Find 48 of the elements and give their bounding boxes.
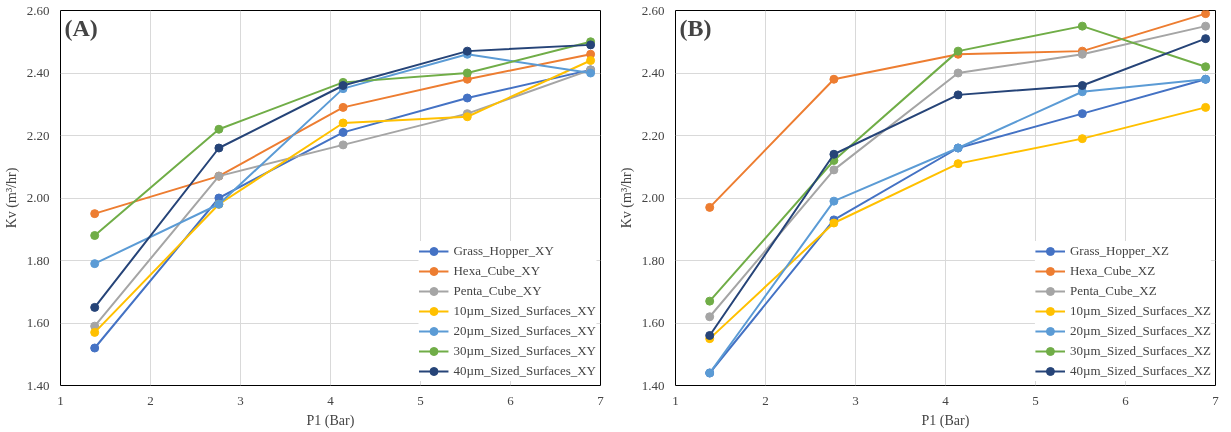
y-tick-label: 2.20 [26, 127, 50, 143]
x-axis-title: P1 (Bar) [306, 412, 355, 429]
x-axis-title: P1 (Bar) [921, 412, 970, 429]
legend-label: Grass_Hopper_XY [453, 243, 554, 259]
legend-label: 20µm_Sized_Surfaces_XZ [1069, 323, 1211, 339]
y-tick-label: 2.00 [641, 190, 665, 205]
x-tick-label: 7 [597, 392, 605, 408]
y-tick-label: 2.60 [641, 2, 665, 18]
x-tick-label: 1 [672, 392, 679, 408]
legend-label: 40µm_Sized_Surfaces_XZ [1069, 363, 1211, 379]
legend-label: Grass_Hopper_XZ [1069, 243, 1169, 259]
legend-label: Penta_Cube_XY [453, 283, 542, 299]
legend-label: Penta_Cube_XZ [1069, 283, 1157, 299]
x-tick-label: 2 [762, 392, 769, 408]
legend-label: 10µm_Sized_Surfaces_XZ [1069, 303, 1211, 319]
x-tick-label: 4 [327, 392, 335, 408]
x-tick-label: 2 [147, 392, 154, 408]
y-tick-label: 2.40 [26, 65, 50, 80]
y-tick-label: 2.00 [26, 190, 50, 205]
y-tick-label: 2.60 [26, 2, 50, 18]
y-tick-label: 1.80 [641, 252, 665, 268]
y-tick-label: 1.40 [641, 377, 665, 393]
legend-label: Hexa_Cube_XZ [1069, 263, 1156, 279]
y-tick-label: 1.60 [26, 315, 50, 330]
y-tick-label: 1.80 [26, 252, 50, 268]
chart-title: (A) [64, 14, 98, 41]
x-tick-label: 6 [507, 392, 515, 408]
legend-label: 10µm_Sized_Surfaces_XY [453, 303, 596, 319]
x-tick-label: 5 [1032, 392, 1039, 408]
x-tick-label: 7 [1212, 392, 1220, 408]
y-tick-label: 2.20 [641, 127, 665, 143]
legend-label: 30µm_Sized_Surfaces_XY [453, 343, 596, 359]
y-axis-title: Kv (m³/hr) [3, 167, 20, 229]
legend-label: 40µm_Sized_Surfaces_XY [453, 363, 596, 379]
y-tick-label: 1.60 [641, 315, 665, 330]
x-tick-label: 4 [942, 392, 950, 408]
x-tick-label: 5 [417, 392, 424, 408]
legend-label: Hexa_Cube_XY [453, 263, 541, 279]
x-tick-label: 6 [1122, 392, 1130, 408]
legend-label: 20µm_Sized_Surfaces_XY [453, 323, 596, 339]
y-axis-title: Kv (m³/hr) [618, 167, 635, 229]
legend-label: 30µm_Sized_Surfaces_XZ [1069, 343, 1211, 359]
y-tick-label: 1.40 [26, 377, 50, 393]
x-tick-label: 3 [237, 392, 244, 408]
y-tick-label: 2.40 [641, 65, 665, 80]
chart-title: (B) [679, 14, 712, 41]
x-tick-label: 3 [852, 392, 859, 408]
x-tick-label: 1 [57, 392, 64, 408]
